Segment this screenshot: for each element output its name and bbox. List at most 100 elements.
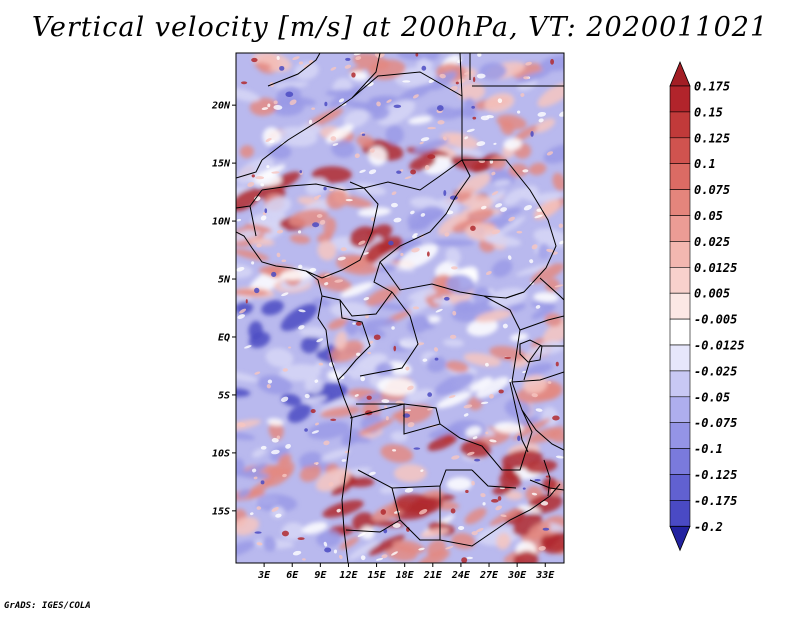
field-speckle — [309, 267, 317, 272]
field-patch — [299, 122, 321, 136]
field-speckle — [436, 105, 444, 112]
field-patch — [464, 507, 487, 525]
field-speckle — [491, 191, 499, 196]
field-speckle — [417, 342, 425, 346]
field-patch — [334, 331, 348, 350]
field-patch — [539, 54, 564, 72]
colorbar-level-label: 0.125 — [694, 131, 730, 145]
longitude-axis: 3E 6E 9E 12E 15E 18E 21E 24E 27E 30E 33E — [257, 563, 555, 581]
field-speckle — [336, 508, 341, 513]
field-patch — [322, 448, 351, 461]
field-speckle — [500, 514, 507, 517]
lon-tick-label: 33E — [535, 570, 555, 581]
field-speckle — [396, 170, 402, 174]
field-speckle — [466, 128, 475, 133]
colorbar-level-label: -0.1 — [694, 442, 723, 456]
field-patch — [463, 352, 502, 367]
colorbar-level-label: -0.0125 — [694, 339, 745, 353]
lon-tick-label: 9E — [314, 570, 327, 581]
field-speckle — [450, 508, 456, 514]
field-patch — [377, 99, 416, 126]
field-speckle — [491, 171, 496, 176]
map-frame — [235, 52, 565, 564]
field-speckle — [404, 487, 414, 493]
field-speckle — [251, 468, 257, 473]
map-title: Vertical velocity [m/s] at 200hPa, VT: 2… — [31, 12, 769, 43]
field-patch — [307, 420, 350, 440]
field-speckle — [345, 57, 351, 61]
field-speckle — [522, 370, 527, 374]
field-patch — [552, 172, 564, 191]
field-speckle — [367, 351, 372, 355]
field-speckle — [480, 401, 489, 405]
field-speckle — [412, 94, 419, 99]
field-speckle — [260, 480, 265, 485]
lat-tick-label: 15N — [212, 159, 231, 170]
field-patch — [316, 530, 341, 548]
border-namibia — [345, 487, 440, 541]
field-speckle — [236, 218, 242, 222]
field-speckle — [281, 259, 287, 263]
field-speckle — [474, 458, 481, 462]
border-drc — [356, 291, 533, 471]
field-patch — [531, 263, 564, 284]
field-speckle — [354, 394, 359, 397]
field-speckle — [411, 247, 420, 253]
field-patch — [360, 526, 375, 540]
field-speckle — [465, 489, 469, 493]
field-speckle — [276, 229, 284, 234]
field-speckle — [538, 546, 546, 551]
colorbar-box — [669, 163, 691, 190]
colorbar-box — [669, 448, 691, 475]
field-speckle — [534, 214, 543, 219]
field-patch — [299, 463, 322, 482]
field-speckle — [520, 93, 525, 97]
field-speckle — [273, 104, 283, 110]
lon-tick-label: 30E — [507, 570, 527, 581]
field-speckle — [316, 214, 323, 218]
field-speckle — [559, 240, 564, 245]
field-speckle — [531, 393, 538, 398]
field-speckle — [554, 284, 564, 288]
field-speckle — [363, 297, 370, 301]
field-speckle — [433, 347, 439, 352]
field-patch — [466, 318, 499, 337]
field-speckle — [240, 81, 248, 85]
field-speckle — [312, 222, 320, 228]
lat-tick-label: 5S — [218, 390, 230, 401]
field-patch — [436, 391, 472, 409]
colorbar-level-label: -0.05 — [694, 390, 730, 404]
field-patch — [239, 145, 254, 159]
field-speckle — [531, 244, 538, 250]
latitude-axis: 20N 15N 10N 5N EQ 5S 10S 15S — [211, 101, 236, 517]
field-speckle — [535, 408, 543, 412]
lat-tick-label: 10S — [212, 448, 230, 459]
field-patch — [317, 240, 337, 261]
field-speckle — [332, 143, 339, 146]
field-speckle — [266, 165, 270, 169]
field-speckle — [355, 321, 362, 326]
field-patch — [489, 346, 526, 361]
colorbar-level-label: -0.175 — [694, 494, 737, 508]
field-speckle — [269, 139, 275, 144]
field-patch — [349, 226, 376, 248]
border-nigeria — [289, 183, 379, 279]
field-patch — [347, 540, 380, 561]
field-patch — [491, 259, 513, 278]
field-speckle — [341, 459, 347, 462]
field-patch — [463, 97, 476, 117]
field-patch — [236, 431, 256, 441]
field-speckle — [461, 557, 468, 563]
field-speckle — [359, 169, 366, 173]
field-speckle — [249, 512, 254, 516]
field-patch — [363, 318, 397, 328]
field-speckle — [407, 422, 415, 428]
field-speckle — [424, 165, 430, 170]
field-speckle — [324, 547, 332, 553]
field-patch — [429, 71, 457, 91]
field-speckle — [464, 136, 469, 140]
field-speckle — [546, 248, 555, 253]
field-speckle — [281, 530, 289, 537]
colorbar-box — [669, 85, 691, 113]
